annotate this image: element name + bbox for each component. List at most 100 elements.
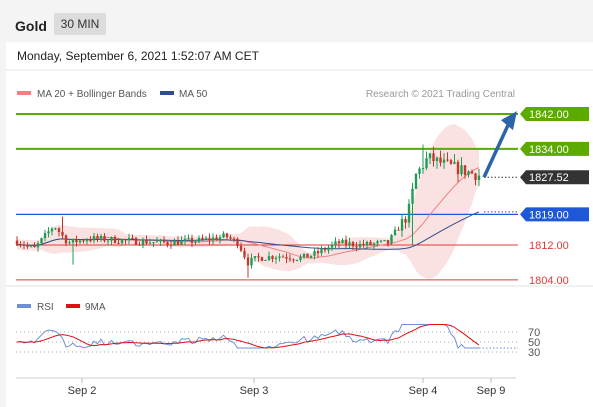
candle [463,165,467,179]
candle [43,229,47,242]
candle-body [250,257,253,266]
candle-body [376,241,379,244]
candle [145,235,148,245]
rsi-legend-label: RSI [37,302,54,313]
price-tag-1842.00-bg [520,107,589,121]
candle-body [64,235,68,244]
candle-body [169,244,173,246]
candle [236,237,239,249]
candle-body [113,237,117,243]
candle [411,182,414,245]
candle-body [71,238,75,243]
candle-body [173,240,176,246]
candle-body [117,242,120,244]
candle-body [428,153,432,159]
candle-body [229,237,232,239]
candle-body [246,257,250,266]
rsi-ma-line [16,324,480,349]
candle-body [124,239,127,241]
candle-body [75,238,78,243]
candle [36,241,40,252]
candle [173,238,176,246]
candle [250,253,253,269]
candle [190,234,194,248]
timeframe-button[interactable]: 30 MIN [54,13,106,35]
candlesticks [15,144,481,278]
candle [407,199,411,228]
price-tags: 1842.00 1834.00 1819.00 1812.00 1804.00 1827.… [520,107,589,287]
candle-body [148,242,152,244]
candle [103,233,106,243]
rsi-ma-legend-label: 9MA [85,302,106,313]
candle-body [418,168,421,174]
candle [201,234,204,242]
candle [400,214,404,237]
x-tick-label: Sep 9 [477,385,506,397]
x-axis: Sep 2 Sep 3 Sep 4 Sep 9 [68,378,506,397]
candle [470,169,474,174]
candle [285,253,288,264]
candle-body [166,242,169,245]
candle-body [474,173,477,181]
candle [264,259,267,261]
price-tag-1842.00: 1842.00 [529,109,569,121]
candle [369,239,372,246]
candle [302,253,306,259]
candle [299,254,302,263]
candle [446,152,449,162]
candle [386,239,390,247]
candle-body [201,237,204,240]
candle-body [320,248,323,254]
rsi-level-label-50: 50 [528,337,540,349]
candle-body [222,233,225,238]
candle-body [271,256,274,260]
candle [204,236,208,241]
rsi-level-label-70: 70 [528,327,540,339]
candle [197,235,201,244]
candle-body [204,238,208,240]
candle [271,255,274,263]
candle-body [407,203,411,223]
candle-body [292,259,295,261]
candle [418,166,421,179]
candle [222,231,225,239]
candle-body [253,256,257,258]
ma20-legend-swatch [17,91,31,95]
ma50-legend-swatch [160,91,174,95]
candle [316,247,320,258]
candle-body [225,233,229,238]
candle [225,232,229,241]
candle [404,216,407,229]
candle-body [110,237,113,241]
candle [379,240,383,243]
price-tag-1834.00-bg [520,141,589,156]
candle [278,253,281,262]
candle-body [264,259,267,261]
candle-body [425,158,428,169]
candle-body [194,241,197,243]
candle [26,242,29,249]
candle [152,242,155,248]
candle [162,236,166,244]
current-price-tag-bg [520,170,589,185]
candle [414,173,418,190]
candle [239,242,243,253]
candle [309,255,313,259]
candle [187,234,190,241]
candle-body [306,253,309,258]
candle [127,233,131,245]
candle-body [470,171,474,174]
candle-body [92,236,96,241]
candle-body [218,237,222,241]
candle-body [243,250,246,258]
x-tick-label: Sep 3 [240,385,269,397]
candle-body [197,237,201,242]
candle-body [414,173,418,189]
candle-body [278,256,281,258]
candle [257,252,260,262]
candle [40,237,43,246]
candle-body [330,244,334,248]
candle-body [400,218,404,231]
price-chart: Monday, September 6, 2021 1:52:07 AM CET… [6,49,593,397]
candle [82,238,85,244]
